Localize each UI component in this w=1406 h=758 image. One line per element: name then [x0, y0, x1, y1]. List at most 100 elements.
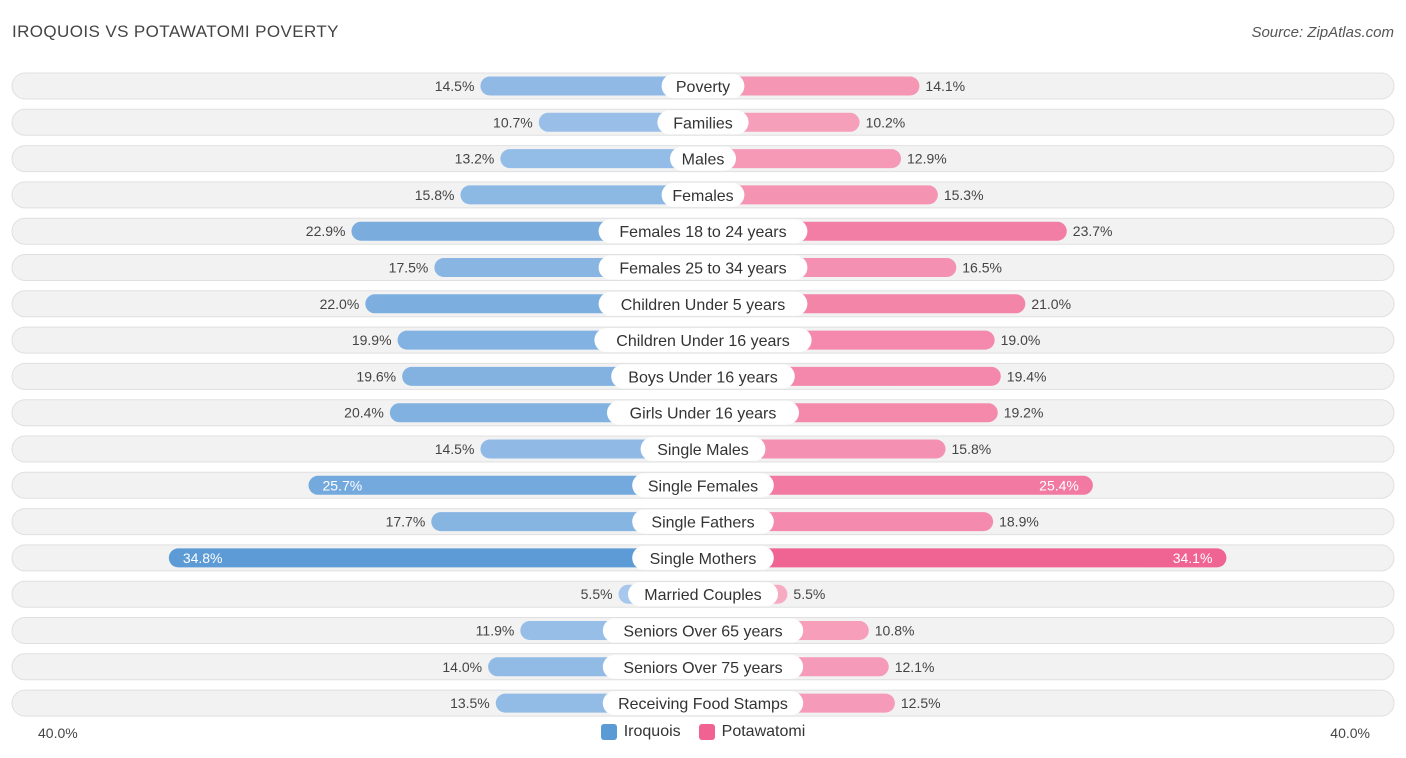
- bar-row: 11.9% 10.8% Seniors Over 65 years: [11, 617, 1395, 644]
- value-label-iroquois: 25.7%: [323, 477, 363, 493]
- value-label-potawatomi: 18.9%: [999, 514, 1039, 530]
- value-label-iroquois: 13.2%: [455, 151, 495, 167]
- category-label: Families: [673, 115, 733, 132]
- value-label-potawatomi: 15.3%: [944, 187, 984, 203]
- legend-label-iroquois: Iroquois: [623, 723, 681, 740]
- axis-left-label: 40.0%: [38, 725, 78, 741]
- value-label-potawatomi: 23.7%: [1073, 223, 1113, 239]
- category-pill: [607, 400, 799, 425]
- legend-item-potawatomi[interactable]: Potawatomi: [698, 723, 805, 741]
- bar-row: 17.7% 18.9% Single Fathers: [11, 508, 1395, 536]
- value-label-potawatomi: 21.0%: [1031, 296, 1071, 312]
- category-pill: [632, 509, 774, 534]
- legend: Iroquois Potawatomi: [0, 723, 1406, 741]
- bar-potawatomi: [693, 185, 938, 205]
- category-pill: [611, 364, 795, 389]
- bar-row: 19.6% 19.4% Boys Under 16 years: [11, 362, 1395, 390]
- value-label-iroquois: 34.8%: [183, 550, 223, 566]
- bar-iroquois: [308, 475, 713, 495]
- value-label-iroquois: 19.9%: [352, 332, 392, 348]
- value-label-potawatomi: 19.2%: [1004, 405, 1044, 421]
- bar-potawatomi: [693, 548, 1227, 568]
- category-pill: [594, 328, 812, 353]
- value-label-potawatomi: 10.8%: [875, 623, 915, 639]
- bar-row: 22.0% 21.0% Children Under 5 years: [11, 290, 1395, 318]
- value-label-iroquois: 10.7%: [493, 114, 533, 130]
- bar-row: 22.9% 23.7% Females 18 to 24 years: [11, 217, 1395, 245]
- bar-row: 20.4% 19.2% Girls Under 16 years: [11, 399, 1395, 427]
- category-label: Children Under 16 years: [616, 333, 789, 350]
- value-label-iroquois: 14.5%: [435, 441, 475, 457]
- category-pill: [602, 618, 804, 643]
- category-label: Females 18 to 24 years: [619, 224, 786, 241]
- category-label: Married Couples: [644, 587, 761, 604]
- legend-swatch-potawatomi: [698, 724, 715, 740]
- category-label: Females 25 to 34 years: [619, 261, 786, 278]
- category-label: Children Under 5 years: [621, 297, 786, 314]
- category-label: Females: [672, 188, 733, 205]
- bar-row: 17.5% 16.5% Females 25 to 34 years: [11, 254, 1395, 281]
- value-label-iroquois: 22.9%: [306, 223, 346, 239]
- category-label: Single Males: [657, 442, 749, 459]
- bar-iroquois: [460, 185, 713, 205]
- category-pill: [632, 545, 774, 570]
- value-label-iroquois: 19.6%: [356, 368, 396, 384]
- category-pill: [661, 74, 745, 98]
- value-label-potawatomi: 16.5%: [962, 260, 1002, 276]
- category-pill: [657, 110, 749, 135]
- category-label: Seniors Over 65 years: [623, 624, 782, 641]
- value-label-iroquois: 11.9%: [476, 623, 515, 639]
- category-pill: [602, 654, 804, 679]
- category-pill: [670, 146, 736, 171]
- bar-iroquois: [480, 76, 713, 96]
- bar-potawatomi: [693, 149, 902, 169]
- value-label-potawatomi: 34.1%: [1173, 550, 1213, 566]
- bar-iroquois: [500, 149, 713, 169]
- legend-item-iroquois[interactable]: Iroquois: [600, 723, 681, 741]
- category-pill: [640, 437, 766, 461]
- category-pill: [632, 473, 774, 498]
- value-label-potawatomi: 5.5%: [793, 586, 825, 602]
- category-label: Boys Under 16 years: [628, 369, 777, 386]
- category-label: Seniors Over 75 years: [623, 660, 782, 677]
- category-label: Single Females: [648, 478, 758, 495]
- category-pill: [598, 255, 808, 280]
- value-label-potawatomi: 15.8%: [952, 441, 992, 457]
- bar-row: 14.5% 14.1% Poverty: [11, 72, 1395, 100]
- category-label: Single Fathers: [651, 515, 754, 532]
- axis-right-label: 40.0%: [1330, 725, 1370, 741]
- value-label-potawatomi: 25.4%: [1039, 477, 1079, 493]
- value-label-potawatomi: 19.4%: [1007, 368, 1047, 384]
- bar-row: 14.0% 12.1% Seniors Over 75 years: [11, 653, 1395, 681]
- category-label: Single Mothers: [650, 551, 757, 568]
- value-label-iroquois: 22.0%: [320, 296, 360, 312]
- category-pill: [661, 182, 745, 207]
- bar-row: 5.5% 5.5% Married Couples: [11, 580, 1395, 608]
- category-label: Poverty: [676, 79, 730, 96]
- bar-potawatomi: [693, 76, 920, 96]
- value-label-iroquois: 20.4%: [344, 405, 384, 421]
- value-label-potawatomi: 12.1%: [895, 659, 935, 675]
- value-label-iroquois: 13.5%: [450, 695, 490, 711]
- value-label-potawatomi: 14.1%: [925, 78, 965, 94]
- value-label-potawatomi: 12.9%: [907, 151, 947, 167]
- legend-swatch-iroquois: [600, 724, 617, 740]
- category-pill: [602, 691, 804, 716]
- category-pill: [598, 291, 808, 316]
- source-label[interactable]: Source: ZipAtlas.com: [1251, 24, 1394, 41]
- category-label: Girls Under 16 years: [630, 406, 777, 423]
- value-label-iroquois: 14.5%: [435, 78, 475, 94]
- bar-row: 10.7% 10.2% Families: [11, 108, 1395, 136]
- value-label-iroquois: 14.0%: [442, 659, 482, 675]
- value-label-potawatomi: 10.2%: [866, 114, 906, 130]
- bar-row: 13.5% 12.5% Receiving Food Stamps: [11, 689, 1395, 717]
- category-label: Males: [682, 152, 725, 169]
- value-label-iroquois: 17.7%: [386, 514, 426, 530]
- value-label-iroquois: 15.8%: [415, 187, 455, 203]
- value-label-potawatomi: 12.5%: [901, 695, 941, 711]
- bar-iroquois: [168, 548, 713, 568]
- value-label-iroquois: 5.5%: [581, 586, 613, 602]
- value-label-iroquois: 17.5%: [389, 260, 429, 276]
- value-label-potawatomi: 19.0%: [1001, 332, 1041, 348]
